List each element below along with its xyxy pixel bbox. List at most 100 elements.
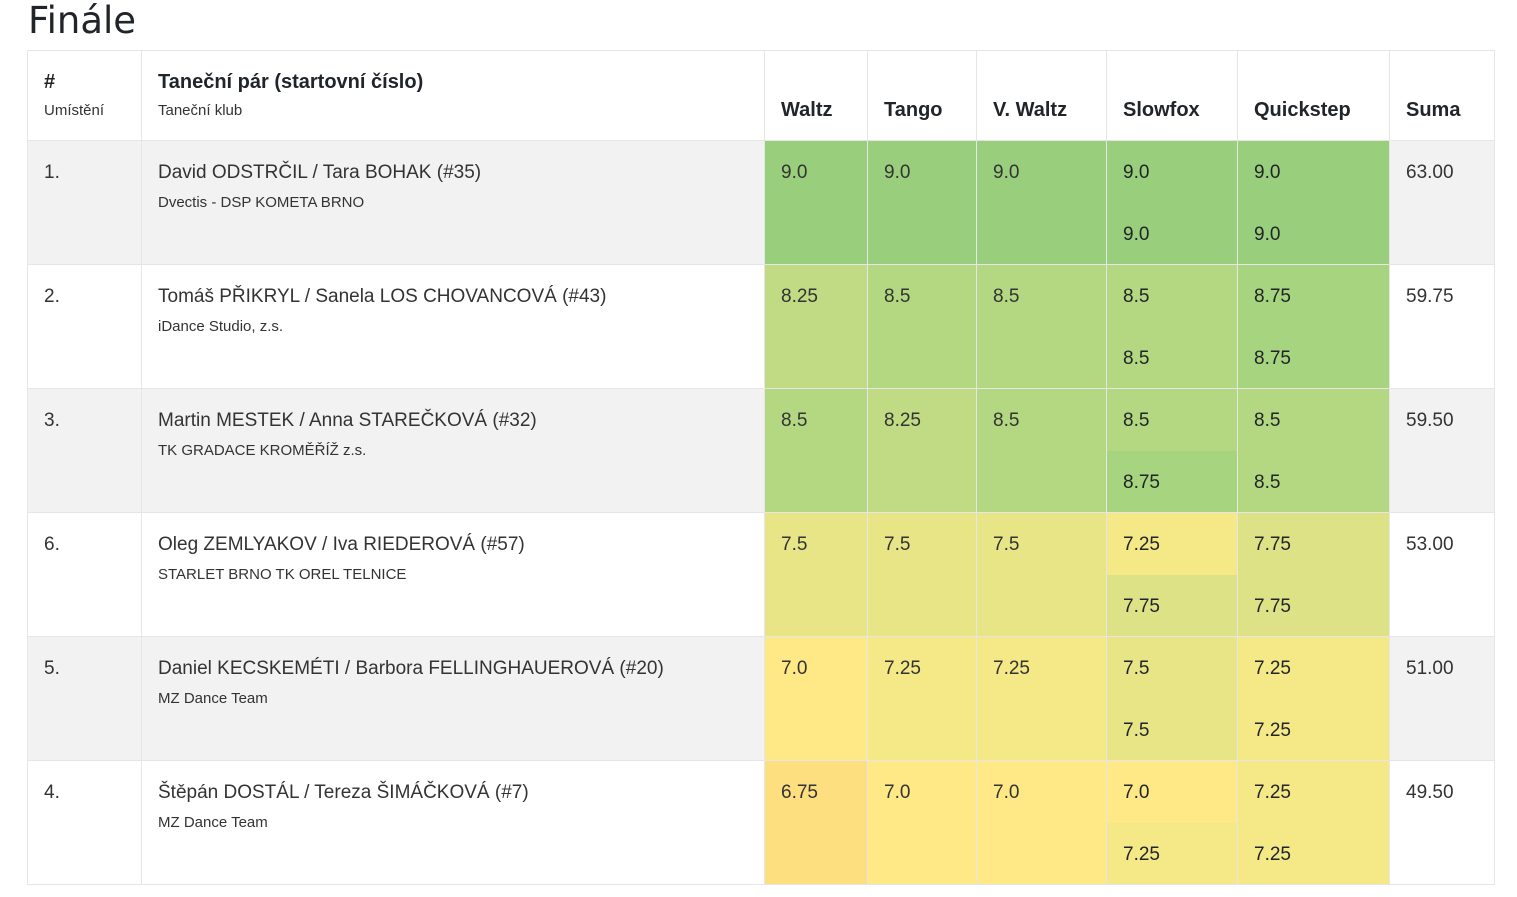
score-slowfox-part: 7.25: [1107, 513, 1237, 575]
sum-value: 59.50: [1406, 410, 1454, 431]
score-quickstep-split: 7.25 7.25: [1238, 637, 1389, 760]
club-name: TK GRADACE KROMĚŘÍŽ z.s.: [158, 442, 367, 459]
score-quickstep-part: 7.25: [1238, 698, 1389, 760]
sum-cell: 59.50: [1389, 388, 1495, 513]
score-slowfox-value: 7.75: [1123, 595, 1160, 617]
sum-value: 51.00: [1406, 658, 1454, 679]
score-vwaltz-value: 7.5: [993, 534, 1020, 555]
score-waltz: 8.25: [764, 264, 868, 389]
score-quickstep: 7.25 7.25: [1237, 760, 1390, 885]
sum-value: 53.00: [1406, 534, 1454, 555]
rank-cell: 5.: [27, 636, 142, 761]
table-row: 3. Martin MESTEK / Anna STAREČKOVÁ (#32) T…: [27, 388, 1495, 513]
score-quickstep-split: 8.75 8.75: [1238, 265, 1389, 388]
score-slowfox-value: 7.5: [1123, 719, 1150, 741]
score-quickstep: 7.75 7.75: [1237, 512, 1390, 637]
score-slowfox-split: 8.5 8.5: [1107, 265, 1237, 388]
score-slowfox-value: 8.75: [1123, 471, 1160, 493]
header-rank-sub: Umístění: [44, 102, 105, 119]
score-tango: 7.5: [867, 512, 977, 637]
score-quickstep-value: 8.5: [1254, 410, 1281, 431]
score-tango: 9.0: [867, 140, 977, 265]
score-tango: 7.25: [867, 636, 977, 761]
score-tango-value: 7.25: [884, 658, 921, 679]
score-waltz-value: 9.0: [781, 162, 808, 183]
score-quickstep-part: 8.75: [1238, 265, 1389, 327]
score-quickstep-value: 9.0: [1254, 223, 1281, 245]
score-slowfox-value: 7.25: [1123, 534, 1160, 555]
header-pair-sub: Taneční klub: [158, 102, 243, 119]
score-vwaltz: 9.0: [976, 140, 1107, 265]
score-quickstep-part: 7.75: [1238, 513, 1389, 575]
score-quickstep-part: 9.0: [1238, 141, 1389, 203]
sum-value: 49.50: [1406, 782, 1454, 803]
header-vwaltz: V. Waltz: [976, 50, 1107, 141]
score-vwaltz: 7.0: [976, 760, 1107, 885]
score-quickstep-split: 9.0 9.0: [1238, 141, 1389, 264]
score-vwaltz: 8.5: [976, 388, 1107, 513]
table-row: 2. Tomáš PŘIKRYL / Sanela LOS CHOVANCOVÁ …: [27, 264, 1495, 389]
score-waltz: 9.0: [764, 140, 868, 265]
score-slowfox-split: 7.5 7.5: [1107, 637, 1237, 760]
pair-cell: Tomáš PŘIKRYL / Sanela LOS CHOVANCOVÁ (#…: [141, 264, 765, 389]
score-waltz-value: 6.75: [781, 782, 818, 803]
rank-cell: 6.: [27, 512, 142, 637]
rank-value: 5.: [44, 658, 60, 679]
score-waltz-value: 7.5: [781, 534, 808, 555]
pair-name: Daniel KECSKEMÉTI / Barbora FELLINGHAUER…: [158, 658, 664, 679]
score-slowfox-part: 7.75: [1107, 574, 1237, 636]
score-slowfox: 7.0 7.25: [1106, 760, 1238, 885]
score-quickstep-value: 7.75: [1254, 534, 1291, 555]
score-waltz: 6.75: [764, 760, 868, 885]
score-slowfox-value: 7.25: [1123, 843, 1160, 865]
score-quickstep-value: 7.25: [1254, 782, 1291, 803]
score-slowfox-part: 8.75: [1107, 450, 1237, 512]
pair-cell: Oleg ZEMLYAKOV / Iva RIEDEROVÁ (#57) STAR…: [141, 512, 765, 637]
club-name: Dvectis - DSP KOMETA BRNO: [158, 194, 365, 211]
score-tango-value: 8.5: [884, 286, 911, 307]
sum-cell: 51.00: [1389, 636, 1495, 761]
score-quickstep-value: 8.5: [1254, 471, 1281, 493]
results-table: # Umístění Taneční pár (startovní číslo)…: [27, 50, 1495, 885]
score-quickstep-split: 8.5 8.5: [1238, 389, 1389, 512]
sum-value: 63.00: [1406, 162, 1454, 183]
sum-value: 59.75: [1406, 286, 1454, 307]
score-quickstep-part: 8.5: [1238, 450, 1389, 512]
score-vwaltz: 8.5: [976, 264, 1107, 389]
score-quickstep-split: 7.75 7.75: [1238, 513, 1389, 636]
score-slowfox: 7.5 7.5: [1106, 636, 1238, 761]
score-quickstep-part: 7.25: [1238, 822, 1389, 884]
pair-name: Oleg ZEMLYAKOV / Iva RIEDEROVÁ (#57): [158, 534, 525, 555]
sum-cell: 63.00: [1389, 140, 1495, 265]
header-sum: Suma: [1389, 50, 1495, 141]
score-waltz-value: 7.0: [781, 658, 808, 679]
table-row: 4. Štěpán DOSTÁL / Tereza ŠIMÁČKOVÁ (#7) M…: [27, 760, 1495, 885]
score-quickstep: 9.0 9.0: [1237, 140, 1390, 265]
table-row: 1. David ODSTRČIL / Tara BOHAK (#35) Dvect…: [27, 140, 1495, 265]
score-slowfox-part: 8.5: [1107, 389, 1237, 451]
score-slowfox-value: 9.0: [1123, 223, 1150, 245]
header-slowfox: Slowfox: [1106, 50, 1238, 141]
score-slowfox-split: 7.0 7.25: [1107, 761, 1237, 884]
score-slowfox-split: 9.0 9.0: [1107, 141, 1237, 264]
sum-cell: 53.00: [1389, 512, 1495, 637]
score-slowfox-split: 7.25 7.75: [1107, 513, 1237, 636]
rank-value: 4.: [44, 782, 60, 803]
table-row: 5. Daniel KECSKEMÉTI / Barbora FELLINGHAU…: [27, 636, 1495, 761]
score-quickstep-value: 8.75: [1254, 347, 1291, 369]
pair-cell: Martin MESTEK / Anna STAREČKOVÁ (#32) TK …: [141, 388, 765, 513]
header-quickstep: Quickstep: [1237, 50, 1390, 141]
score-slowfox-part: 8.5: [1107, 265, 1237, 327]
score-quickstep-part: 7.25: [1238, 761, 1389, 823]
score-tango-value: 8.25: [884, 410, 921, 431]
header-tango: Tango: [867, 50, 977, 141]
score-slowfox-part: 9.0: [1107, 141, 1237, 203]
score-quickstep-value: 9.0: [1254, 162, 1281, 183]
score-waltz: 8.5: [764, 388, 868, 513]
score-slowfox-part: 8.5: [1107, 326, 1237, 388]
sum-cell: 49.50: [1389, 760, 1495, 885]
score-slowfox: 8.5 8.5: [1106, 264, 1238, 389]
score-quickstep-part: 8.75: [1238, 326, 1389, 388]
pair-cell: David ODSTRČIL / Tara BOHAK (#35) Dvectis…: [141, 140, 765, 265]
score-waltz-value: 8.5: [781, 410, 808, 431]
